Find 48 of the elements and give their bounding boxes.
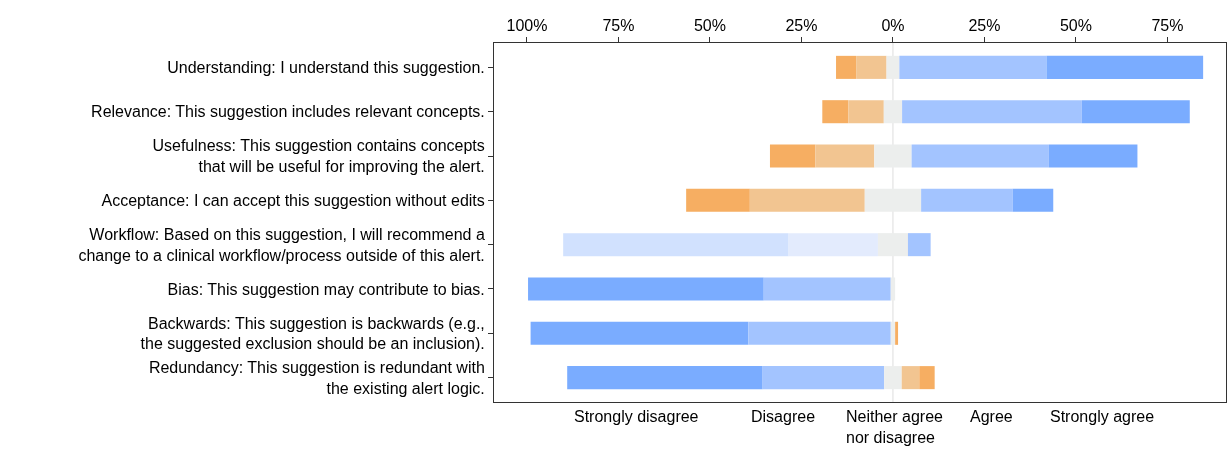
bar — [921, 188, 1013, 212]
bar — [749, 188, 865, 212]
bar — [848, 100, 884, 124]
bar — [822, 100, 849, 124]
y-tick-label: Acceptance: I can accept this suggestion without edits — [101, 191, 485, 209]
text: Strongly disagree — [574, 408, 699, 425]
bar — [864, 188, 922, 212]
bar — [1046, 55, 1204, 79]
text: Agree — [970, 408, 1013, 425]
bar — [815, 144, 875, 168]
bar — [877, 233, 908, 257]
text: Disagree — [751, 408, 816, 425]
x-tick-label: 25% — [785, 16, 818, 34]
y-tick-label: Workflow: Based on this suggestion, I will recommend a change to a clinical workflow/process outside of this alert. — [78, 225, 485, 264]
bar — [911, 144, 1049, 168]
x-tick-label: 0% — [881, 16, 905, 34]
bar — [884, 366, 902, 390]
bar — [902, 100, 1082, 124]
bar — [686, 188, 750, 212]
bar — [1081, 100, 1190, 124]
bar — [1048, 144, 1138, 168]
text: Neither agree nor disagree — [846, 408, 944, 446]
text: Strongly agree — [1050, 408, 1155, 425]
x-tick-label: 100% — [506, 16, 548, 34]
y-tick-label: Redundancy: This suggestion is redundant with the existing alert logic. — [148, 358, 485, 397]
bar — [883, 100, 903, 124]
bar — [890, 277, 896, 301]
y-tick-label: Bias: This suggestion may contribute to bias. — [167, 280, 485, 298]
x-tick-label: 50% — [1059, 16, 1092, 34]
bar — [1012, 188, 1054, 212]
bar — [769, 144, 816, 168]
bar — [886, 55, 900, 79]
y-tick-label: Relevance: This suggestion includes relevant concepts. — [91, 103, 485, 121]
bar — [874, 144, 912, 168]
y-tick-label: Usefulness: This suggestion contains concepts that will be useful for improving the alert. — [152, 137, 485, 176]
x-tick-label: 25% — [968, 16, 1001, 34]
x-tick-label: 50% — [693, 16, 726, 34]
bar — [788, 233, 878, 257]
bar — [563, 233, 789, 257]
bar — [836, 55, 857, 79]
y-tick-label: Backwards: This suggestion is backwards (e.g., the suggested exclusion should be an inclusion). — [140, 314, 485, 353]
bar — [856, 55, 887, 79]
bar — [899, 55, 1047, 79]
x-tick-label: 75% — [602, 16, 635, 34]
y-tick-label: Understanding: I understand this suggestion. — [167, 58, 485, 76]
x-tick-label: 75% — [1151, 16, 1184, 34]
bar — [890, 321, 896, 345]
bar — [907, 233, 931, 257]
